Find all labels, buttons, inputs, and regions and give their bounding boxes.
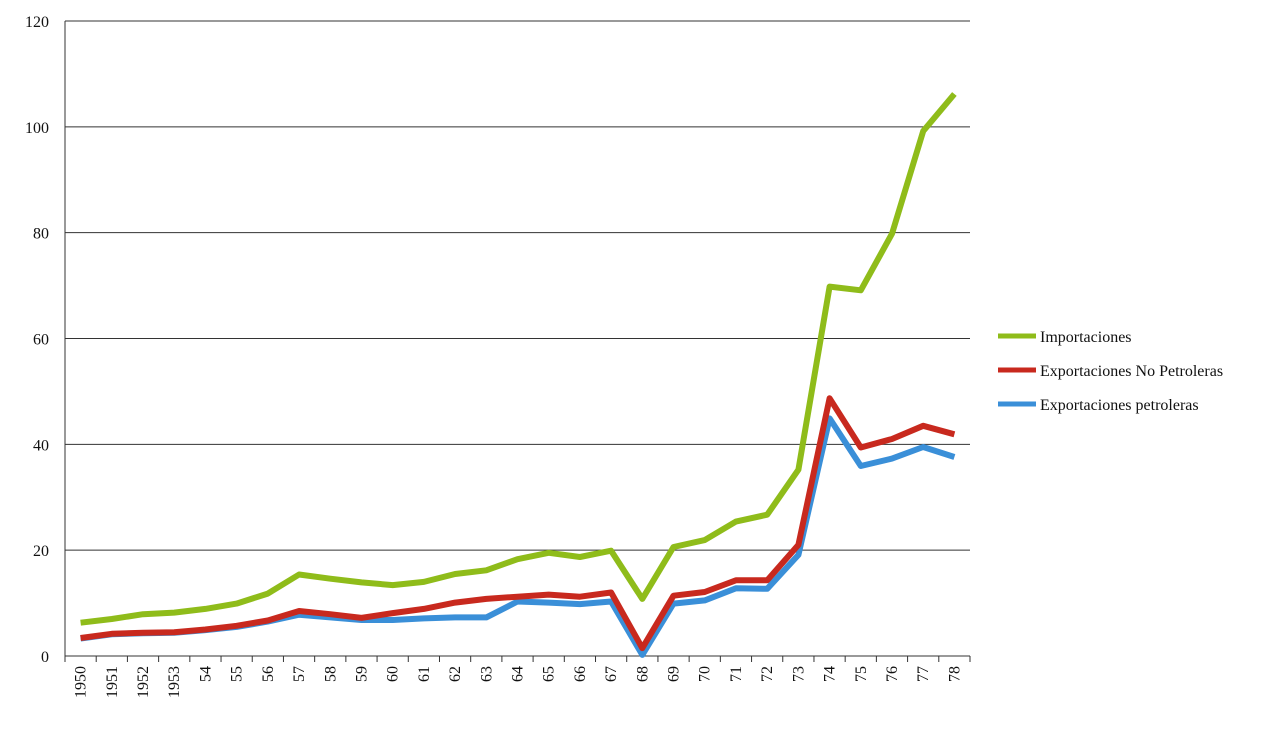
x-tick-label: 1953	[166, 666, 183, 698]
y-tick-label: 60	[33, 332, 49, 349]
x-tick-label: 67	[603, 666, 620, 682]
x-tick-label: 57	[291, 666, 308, 682]
x-tick-label: 71	[728, 666, 745, 682]
x-tick-label: 76	[884, 666, 901, 682]
x-tick-label: 77	[915, 666, 932, 682]
x-tick-label: 78	[946, 666, 963, 682]
x-tick-label: 1952	[135, 666, 152, 698]
x-tick-label: 63	[478, 666, 495, 682]
legend-label: Exportaciones No Petroleras	[1040, 363, 1223, 380]
x-tick-label: 56	[260, 666, 277, 682]
y-tick-label: 100	[25, 120, 49, 137]
x-tick-label: 54	[197, 666, 214, 682]
x-tick-label: 70	[697, 666, 714, 682]
x-tick-label: 1951	[104, 666, 121, 698]
y-tick-label: 80	[33, 226, 49, 243]
x-tick-label: 1950	[73, 666, 90, 698]
x-tick-label: 65	[541, 666, 558, 682]
x-tick-label: 64	[510, 666, 527, 682]
y-tick-label: 40	[33, 437, 49, 454]
y-tick-label: 0	[41, 649, 49, 666]
legend-label: Exportaciones petroleras	[1040, 397, 1199, 414]
x-tick-label: 73	[790, 666, 807, 682]
y-tick-label: 20	[33, 543, 49, 560]
x-tick-label: 75	[853, 666, 870, 682]
x-tick-label: 58	[322, 666, 339, 682]
x-tick-label: 66	[572, 666, 589, 682]
x-tick-label: 60	[385, 666, 402, 682]
series-line	[80, 415, 956, 658]
x-tick-label: 59	[353, 666, 370, 682]
series-line	[80, 92, 957, 626]
x-tick-label: 74	[822, 666, 839, 682]
x-tick-label: 72	[759, 666, 776, 682]
x-tick-label: 62	[447, 666, 464, 682]
x-tick-label: 69	[666, 666, 683, 682]
x-tick-label: 61	[416, 666, 433, 682]
x-tick-label: 68	[634, 666, 651, 682]
x-tick-label: 55	[229, 666, 246, 682]
series-line	[80, 395, 956, 652]
legend-label: Importaciones	[1040, 329, 1132, 346]
y-tick-label: 120	[25, 14, 49, 31]
